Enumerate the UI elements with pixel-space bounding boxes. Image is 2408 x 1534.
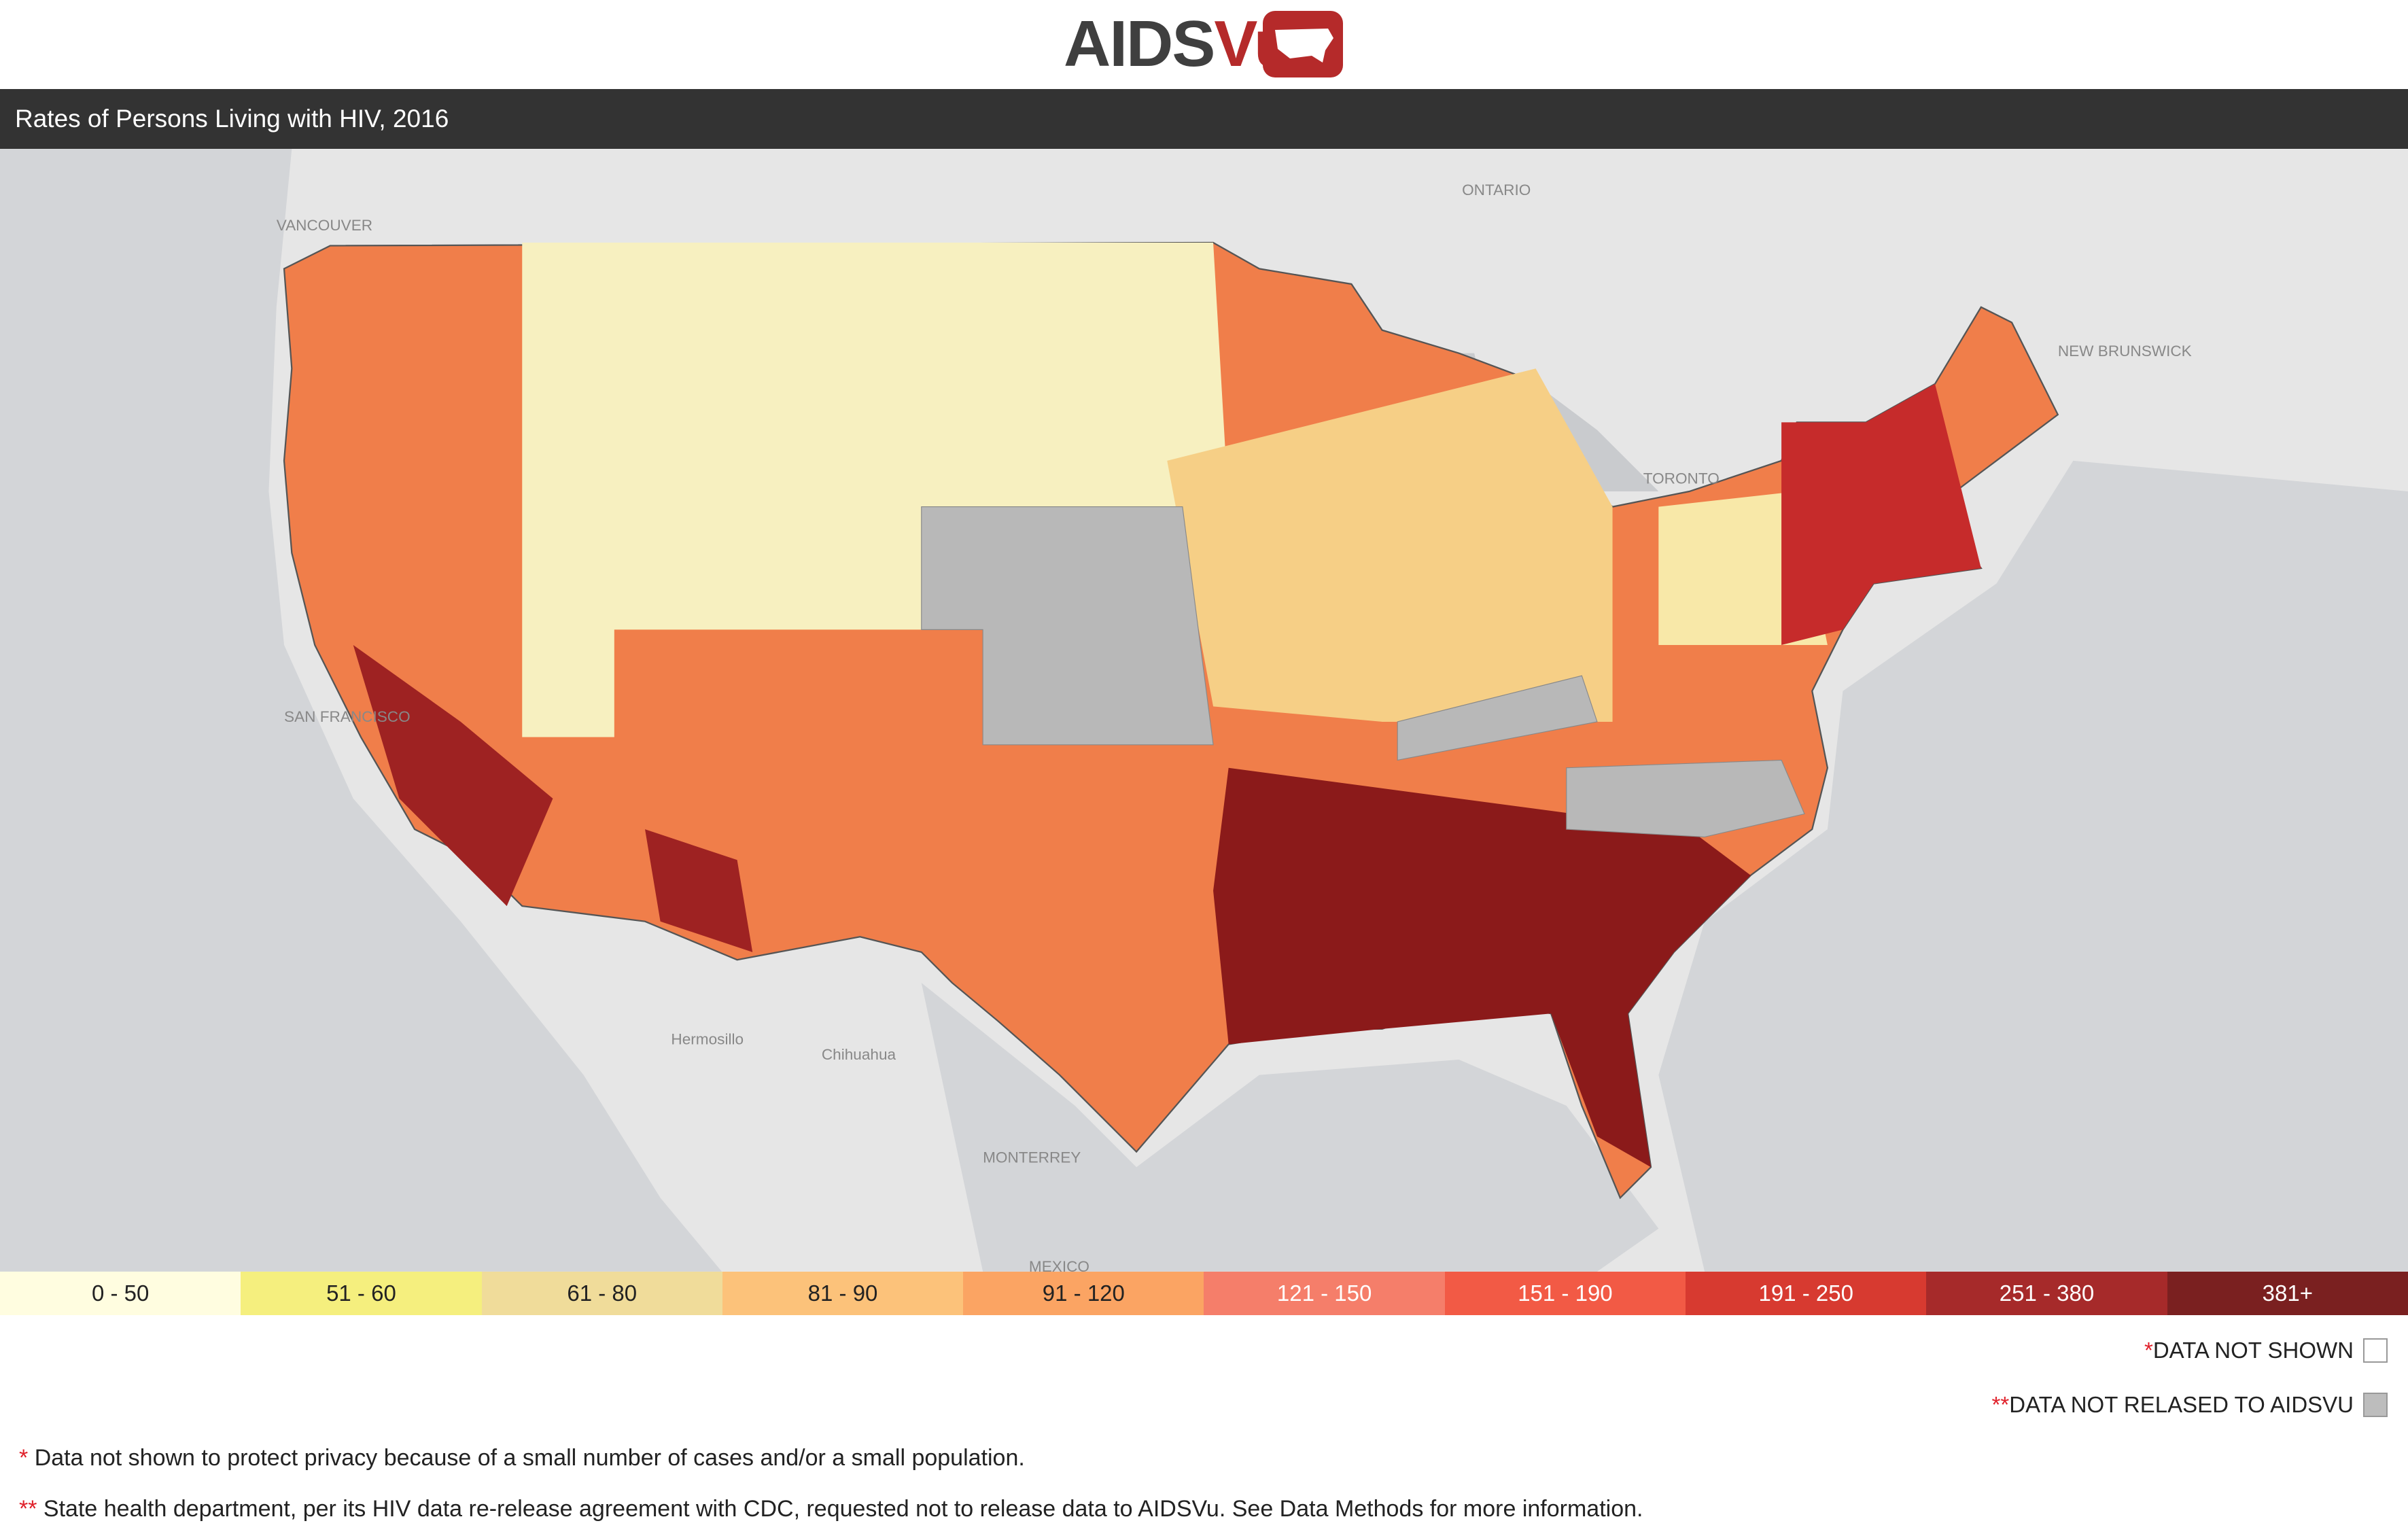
legend-bin: 61 - 80 [481,1272,722,1315]
asterisk: ** [1991,1392,2010,1417]
logo-text: AIDS [1064,7,1215,80]
map-label: MEXICO [1029,1258,1089,1272]
map-label: SAN FRANCISCO [284,708,411,725]
legend-bin: 81 - 90 [722,1272,964,1315]
legend-bin: 381+ [2167,1272,2408,1315]
legend-bin: 51 - 60 [241,1272,482,1315]
gulf-of-mexico [921,983,1659,1272]
footnote: ** State health department, per its HIV … [19,1496,1643,1522]
legend-bin: 121 - 150 [1204,1272,1445,1315]
map-label: Hermosillo [671,1030,744,1047]
map-label: Chihuahua [822,1046,896,1063]
map-label: TORONTO [1643,470,1720,487]
legend-bin: 0 - 50 [0,1272,241,1315]
key-label: DATA NOT RELASED TO AIDSVU [2009,1392,2354,1417]
map-label: NEW BRUNSWICK [2058,343,2192,360]
icon-graphic [1275,29,1333,63]
asterisk: ** [19,1496,37,1522]
footnote: * Data not shown to protect privacy beca… [19,1445,1025,1471]
asterisk: * [19,1445,29,1471]
legend-bin: 151 - 190 [1444,1272,1686,1315]
region-high-west [353,644,753,952]
legend-key: * DATA NOT SHOWN [2144,1338,2388,1363]
title: Rates of Persons Living with HIV, 2016 [15,105,449,133]
note-text: Data not shown to protect privacy becaus… [34,1445,1025,1471]
key-swatch [2363,1338,2388,1363]
map-label: ONTARIO [1462,181,1531,198]
legend-bin: 251 - 380 [1926,1272,2167,1315]
region-low [522,242,1229,737]
logo-icon [1263,11,1343,77]
map-label: VANCOUVER [277,217,372,234]
logo[interactable]: AIDSVu [1064,7,1293,82]
legend-bin: 191 - 250 [1686,1272,1927,1315]
header: AIDSVu [0,0,2408,89]
atlantic-ocean [1658,460,2408,1272]
pacific-ocean [0,149,722,1272]
map-label: MONTERREY [983,1149,1081,1166]
legend-bin: 91 - 120 [963,1272,1204,1315]
legend: 0 - 50 51 - 60 61 - 80 81 - 90 91 - 120 121 -… [0,1272,2408,1315]
region-midwest [1167,368,1613,722]
key-swatch [2363,1393,2388,1417]
region-northeast [1781,383,1981,645]
map[interactable]: VANCOUVER ONTARIO TORONTO NEW BRUNSWICK … [0,149,2408,1272]
no-release-region [921,506,1214,746]
no-release-region [1397,675,1598,761]
asterisk: * [2144,1338,2153,1363]
title-bar: Rates of Persons Living with HIV, 2016 [0,89,2408,149]
note-text: State health department, per its HIV dat… [43,1496,1643,1522]
key-label: DATA NOT SHOWN [2152,1338,2354,1363]
region-southeast [1213,767,1751,1168]
legend-key: ** DATA NOT RELASED TO AIDSVU [1992,1392,2388,1418]
no-release-region [1566,759,1805,837]
